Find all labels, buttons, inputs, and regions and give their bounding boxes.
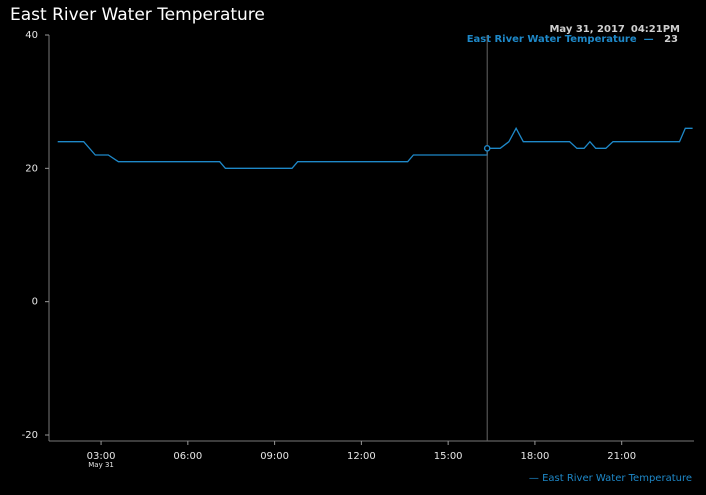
tooltip-date: May 31, 2017 (549, 24, 625, 35)
legend-item[interactable]: — East River Water Temperature (528, 473, 692, 484)
tooltip-series: East River Water Temperature — 23 (467, 34, 678, 45)
hover-marker[interactable] (483, 145, 491, 152)
chart-marks (57, 35, 693, 441)
chart-title: East River Water Temperature (10, 5, 265, 25)
tooltip-timestamp: May 31, 2017 04:21PM (549, 24, 680, 35)
x-tick-label: 09:00 (260, 451, 289, 462)
y-tick-label: 40 (25, 30, 38, 41)
series-line[interactable] (57, 126, 693, 169)
y-tick-label: 20 (25, 163, 38, 174)
tooltip-value: 23 (664, 34, 678, 45)
tooltip-time: 04:21PM (630, 24, 680, 35)
y-tick-label: -20 (22, 430, 38, 441)
tooltip-series-name: East River Water Temperature (466, 34, 637, 45)
x-tick-label: 03:00 (87, 451, 116, 462)
x-tick-label: 21:00 (607, 451, 636, 462)
tooltip-dash: — (643, 34, 654, 45)
x-tick-label: 12:00 (347, 451, 376, 462)
y-tick-label: 0 (32, 297, 38, 308)
x-tick-label: 18:00 (521, 451, 550, 462)
x-tick-label: 06:00 (173, 451, 202, 462)
x-tick-sublabel: May 31 (88, 461, 114, 469)
x-tick-label: 15:00 (434, 451, 463, 462)
